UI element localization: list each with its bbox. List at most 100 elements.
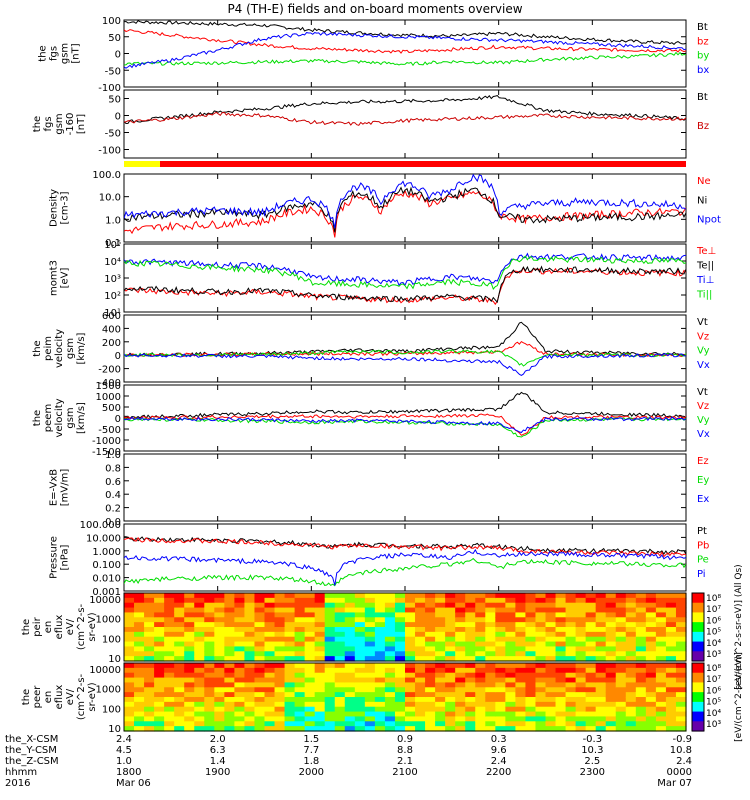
- y-axis-label: peim: [43, 336, 54, 361]
- heatmap-cell: [655, 692, 667, 698]
- heatmap-cell: [435, 672, 446, 679]
- y-axis-label: gsm: [65, 407, 76, 428]
- heatmap-cell: [515, 622, 527, 628]
- heatmap-cell: [344, 697, 356, 703]
- heatmap-cell: [234, 716, 246, 722]
- heatmap-cell: [675, 692, 687, 698]
- heatmap-cell: [625, 656, 637, 662]
- heatmap-cell: [465, 667, 476, 674]
- heatmap-cell: [625, 692, 637, 698]
- heatmap-cell: [204, 672, 215, 679]
- heatmap-cell: [364, 597, 376, 604]
- heatmap-cell: [595, 667, 607, 674]
- heatmap-cell: [334, 612, 346, 618]
- heatmap-cell: [525, 697, 537, 703]
- heatmap-cell: [134, 607, 145, 614]
- heatmap-cell: [184, 672, 195, 679]
- heatmap-cell: [445, 593, 456, 599]
- heatmap-cell: [134, 706, 145, 713]
- heatmap-cell: [495, 602, 506, 609]
- heatmap-cell: [274, 706, 286, 713]
- heatmap-cell: [154, 682, 165, 688]
- heatmap-cell: [665, 701, 677, 708]
- heatmap-cell: [394, 656, 406, 662]
- heatmap-cell: [555, 631, 567, 638]
- heatmap-cell: [174, 716, 185, 722]
- heatmap-cell: [485, 706, 496, 713]
- heatmap-cell: [555, 602, 567, 609]
- heatmap-cell: [665, 627, 677, 633]
- heatmap-cell: [354, 726, 366, 732]
- heatmap-cell: [164, 607, 175, 614]
- heatmap-cell: [445, 677, 456, 684]
- heatmap-cell: [575, 677, 587, 684]
- heatmap-cell: [264, 726, 276, 732]
- heatmap-cell: [475, 692, 486, 698]
- heatmap-cell: [324, 593, 336, 599]
- heatmap-cell: [264, 692, 276, 698]
- heatmap-cell: [354, 646, 366, 652]
- heatmap-cell: [565, 612, 577, 618]
- colorbar-label: [eV/(cm^2-s-sr-eV)] (All Qs): [734, 564, 744, 689]
- heatmap-cell: [435, 711, 446, 718]
- heatmap-cell: [425, 646, 436, 652]
- heatmap-cell: [445, 602, 456, 609]
- heatmap-cell: [294, 597, 306, 604]
- heatmap-cell: [174, 701, 185, 708]
- heatmap-cell: [465, 651, 476, 657]
- heatmap-cell: [455, 692, 466, 698]
- heatmap-cell: [184, 692, 195, 698]
- heatmap-cell: [394, 612, 406, 618]
- heatmap-cell: [585, 716, 597, 722]
- heatmap-cell: [244, 593, 256, 599]
- heatmap-cell: [264, 716, 276, 722]
- heatmap-cell: [234, 593, 246, 599]
- heatmap-cell: [274, 682, 286, 688]
- legend-Te⊥: Te⊥: [696, 246, 716, 257]
- heatmap-cell: [334, 692, 346, 698]
- heatmap-cell: [665, 697, 677, 703]
- heatmap-cell: [465, 692, 476, 698]
- panel-frame-peim_velocity: [123, 314, 687, 383]
- heatmap-cell: [465, 656, 476, 662]
- heatmap-cell: [495, 636, 506, 643]
- heatmap-cell: [284, 612, 296, 618]
- ytick-label: 1.000: [92, 547, 121, 558]
- heatmap-cell: [475, 716, 486, 722]
- heatmap-cell: [174, 667, 185, 674]
- heatmap-cell: [615, 701, 627, 708]
- heatmap-cell: [294, 656, 306, 662]
- heatmap-cell: [324, 627, 336, 633]
- heatmap-cell: [304, 641, 316, 648]
- heatmap-cell: [194, 711, 205, 718]
- heatmap-cell: [495, 692, 506, 698]
- heatmap-cell: [615, 597, 627, 604]
- heatmap-cell: [304, 706, 316, 713]
- heatmap-cell: [374, 636, 386, 643]
- heatmap-cell: [575, 701, 587, 708]
- heatmap-cell: [384, 597, 396, 604]
- ytick-label: 10000: [89, 595, 121, 606]
- heatmap-cell: [425, 667, 436, 674]
- heatmap-cell: [485, 617, 496, 623]
- heatmap-cell: [154, 697, 165, 703]
- heatmap-cell: [144, 672, 155, 679]
- heatmap-cell: [214, 612, 225, 618]
- y-axis-label: the: [21, 619, 32, 635]
- ytick-label: 400: [102, 324, 121, 335]
- heatmap-cell: [485, 697, 496, 703]
- heatmap-cell: [204, 701, 215, 708]
- heatmap-cell: [645, 663, 657, 669]
- legend-Ti||: Ti||: [696, 290, 712, 301]
- heatmap-cell: [655, 701, 667, 708]
- series-fgs_gsm-bx: [124, 32, 686, 69]
- heatmap-cell: [144, 697, 155, 703]
- heatmap-cell: [465, 631, 476, 638]
- heatmap-cell: [575, 682, 587, 688]
- heatmap-cell: [144, 677, 155, 684]
- heatmap-cell: [254, 692, 266, 698]
- heatmap-cell: [214, 721, 225, 727]
- heatmap-cell: [314, 697, 326, 703]
- heatmap-cell: [465, 593, 476, 599]
- heatmap-cell: [425, 726, 436, 732]
